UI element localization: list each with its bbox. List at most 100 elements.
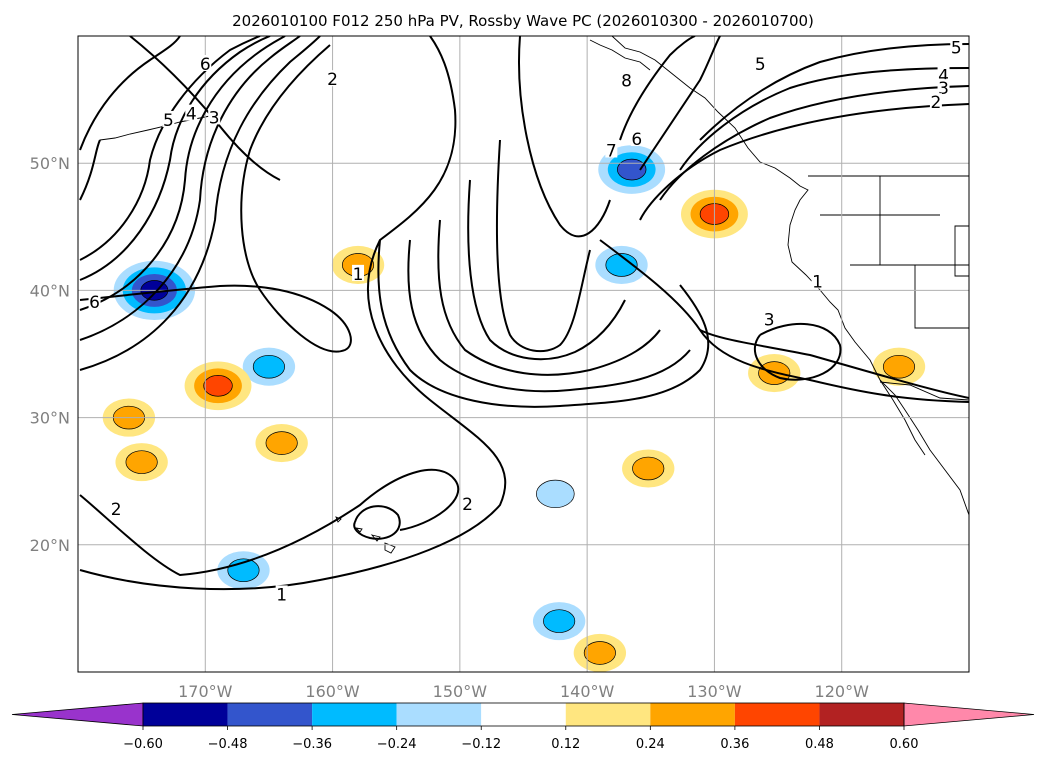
contour-label-bg-6	[88, 292, 101, 309]
contour-label-bg-4	[326, 70, 339, 87]
contour-3-east-ring	[753, 322, 842, 381]
colorbar-segment-4	[481, 703, 566, 726]
contour-1-east	[599, 239, 969, 403]
anomaly-positive-7-level-2	[203, 375, 233, 397]
colorbar-segment-5	[565, 703, 651, 726]
y-tick-label: 30°N	[30, 409, 70, 428]
x-tick-label: 170°W	[178, 682, 233, 701]
coastlines	[99, 36, 969, 554]
contour-label: 3	[209, 108, 220, 128]
anomaly-positive-16-level-1	[632, 456, 665, 481]
colorbar-extend-high	[903, 702, 1035, 727]
hawaii-islands	[335, 516, 396, 554]
axis-ticks: 170°W 160°W 150°W 140°W 130°W 120°W 20°N 30°N 40…	[30, 154, 869, 701]
colorbar-tick-label: −0.36	[292, 737, 332, 752]
x-tick-label: 140°W	[560, 682, 615, 701]
contour-label: 6	[89, 293, 100, 313]
contour-label-bg-19	[763, 310, 776, 327]
contour-label-bg-13	[754, 54, 767, 71]
colorbar-segment-6	[650, 703, 735, 726]
colorbar: −0.60 −0.48 −0.36 −0.24 −0.12 0.12 0.24 0.36 0.4…	[11, 702, 1035, 752]
contour-label-bg-15	[937, 66, 950, 83]
colorbar-tick-label: −0.60	[123, 737, 163, 752]
contour-1-west	[79, 44, 352, 353]
contour-label-bg-18	[811, 272, 824, 289]
colorbar-tick-label: 0.60	[890, 737, 919, 752]
x-tick-label: 160°W	[305, 682, 360, 701]
colorbar-segment-7	[734, 703, 820, 726]
contour-label-bg-5	[352, 264, 365, 281]
contour-label: 4	[938, 66, 949, 86]
pv-contours	[79, 36, 969, 591]
x-tick-label: 130°W	[687, 682, 742, 701]
contour-label-bg-7	[110, 500, 123, 517]
border-us-mexico	[879, 381, 969, 401]
west-contour-4	[79, 36, 271, 281]
anomaly-negative-1-level-2	[617, 158, 647, 181]
ridge-contour-3	[659, 85, 969, 201]
north-america-coastline	[611, 36, 969, 516]
colorbar-tick-label: −0.12	[461, 737, 501, 752]
contour-label: 4	[186, 105, 197, 125]
contour-label: 5	[755, 55, 766, 75]
contour-label-bg-11	[605, 141, 618, 158]
contour-label: 2	[327, 70, 338, 90]
colorbar-segment-1	[227, 703, 313, 726]
trough-contour-4	[437, 219, 661, 376]
colorbar-tick-label: 0.12	[551, 737, 580, 752]
colorbar-segment-8	[819, 703, 904, 726]
anomaly-negative-5-level-0	[536, 479, 575, 509]
contour-label: 7	[606, 141, 617, 161]
colorbar-tick-label: 0.24	[636, 737, 665, 752]
anomaly-positive-13-level-1	[758, 361, 791, 385]
contour-label-bg-10	[620, 71, 633, 88]
colorbar-tick-label: −0.48	[208, 737, 248, 752]
trough-contour-7	[518, 36, 611, 238]
west-contour-5	[79, 36, 286, 311]
anomaly-positive-12-level-1	[882, 354, 916, 379]
contour-label: 6	[631, 130, 642, 150]
anomaly-negative-4-level-1	[605, 253, 638, 277]
west-contour-far	[79, 36, 181, 201]
contour-label: 8	[621, 72, 632, 92]
contour-label: 2	[930, 93, 941, 113]
contour-label-bg-12	[630, 130, 643, 147]
contour-1-large	[79, 36, 507, 591]
anomaly-positive-15-level-1	[125, 450, 158, 474]
contour-label-bg-2	[185, 104, 198, 121]
state-borders	[820, 176, 969, 329]
anomaly-negative-2-level-1	[252, 354, 285, 379]
colorbar-extend-low	[11, 702, 144, 727]
ridge-contour-5	[699, 43, 969, 141]
baja-coastline	[879, 379, 926, 456]
contour-label: 6	[200, 55, 211, 75]
contour-label-bg-14	[950, 38, 963, 55]
x-tick-label: 120°W	[815, 682, 870, 701]
contour-label: 5	[951, 38, 962, 58]
contour-label: 2	[462, 495, 473, 515]
trough-contour-5	[467, 179, 626, 361]
colorbar-frame	[142, 702, 905, 727]
contour-2-east	[699, 329, 969, 399]
colorbar-segment-0	[143, 703, 228, 726]
contour-label: 1	[812, 272, 823, 292]
anomaly-positive-11-level-1	[583, 641, 616, 665]
trough-contour-6	[496, 139, 591, 353]
trough-contour-2	[377, 239, 710, 408]
colorbar-tick-label: 0.36	[720, 737, 749, 752]
y-tick-label: 50°N	[30, 154, 70, 173]
x-tick-label: 150°W	[433, 682, 488, 701]
ridge-contour-2	[639, 103, 969, 221]
contour-label: 1	[353, 265, 364, 285]
map-frame	[77, 35, 970, 673]
contour-label-bg-8	[275, 585, 288, 602]
contour-label-bg-9	[461, 495, 474, 512]
contour-label: 3	[764, 311, 775, 331]
ridge-contour-4	[679, 67, 969, 171]
contour-label: 3	[938, 79, 949, 99]
contour-label: 5	[163, 111, 174, 131]
west-contour-outer	[79, 36, 321, 371]
map-background	[78, 36, 969, 672]
